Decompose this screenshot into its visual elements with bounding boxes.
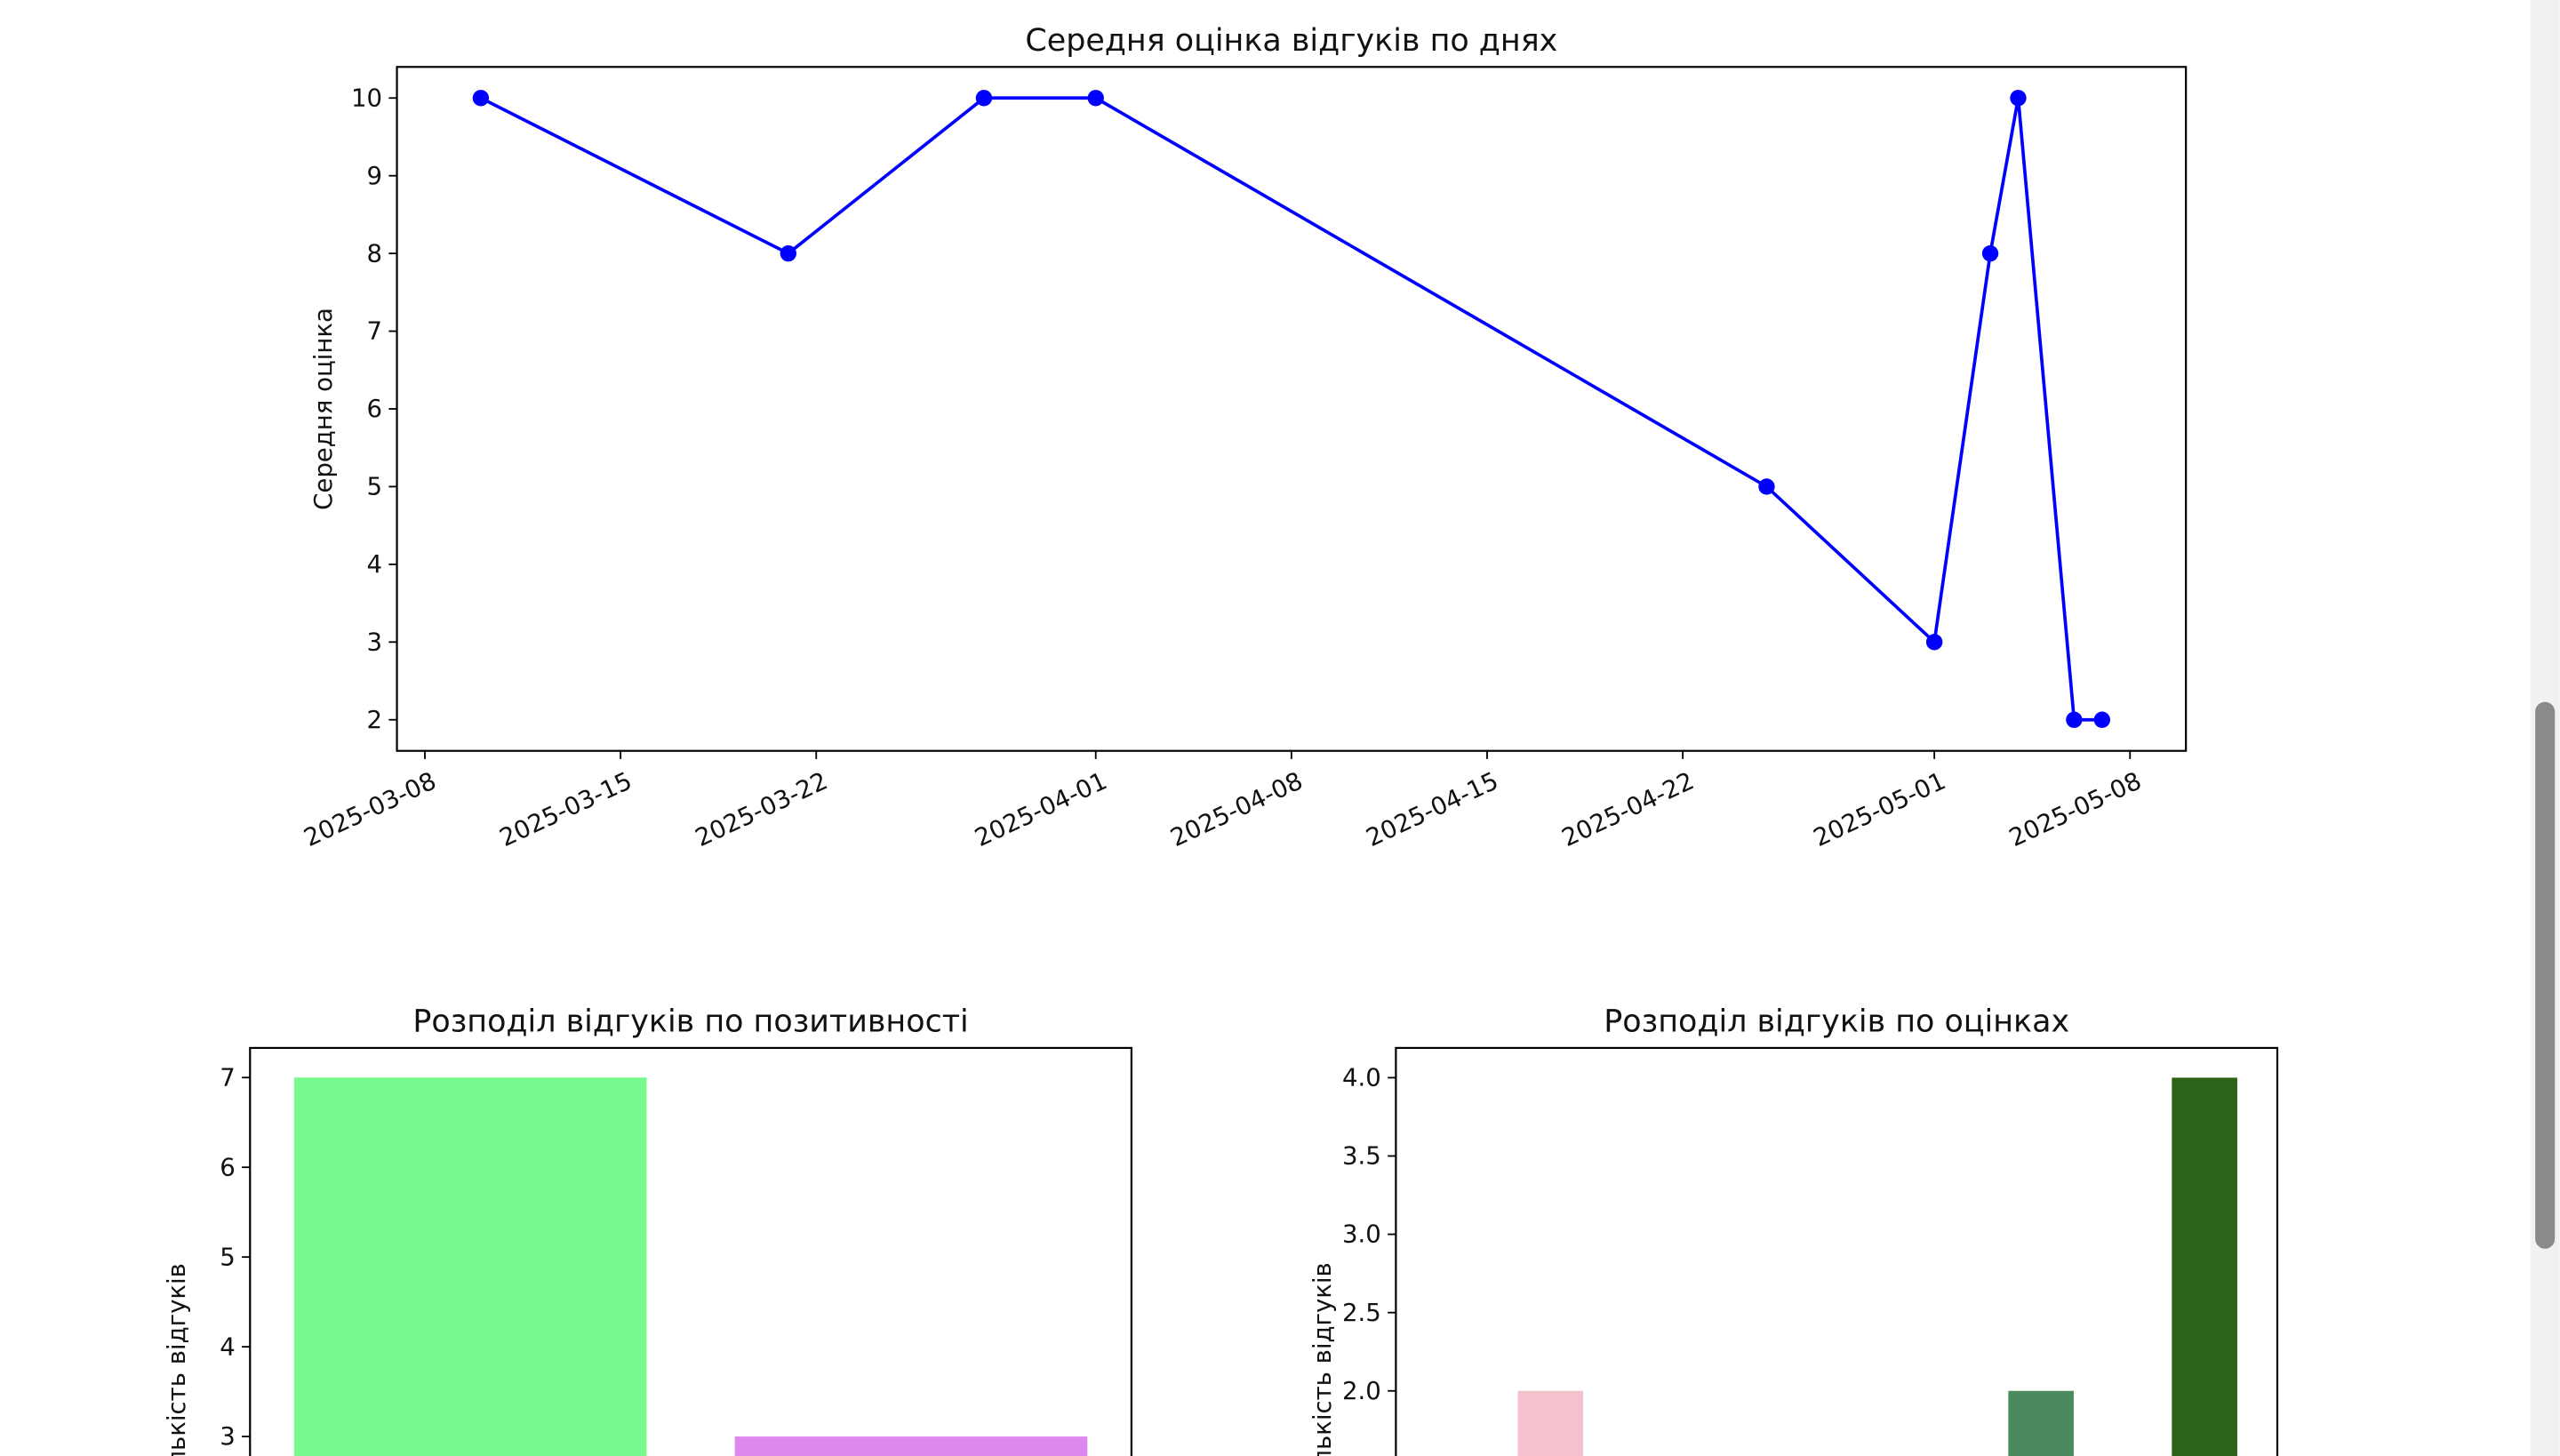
x-tick-label: 2025-03-08 [300,766,441,852]
bar [2172,1077,2237,1456]
y-tick-label: 4 [366,550,382,579]
x-tick-label: 2025-05-08 [2004,766,2146,852]
point [2066,711,2083,728]
y-tick-label: 3 [366,628,382,656]
y-tick-label: 5 [220,1243,236,1271]
point [780,244,796,262]
point [1758,478,1775,495]
point [2010,90,2027,107]
x-tick-label: 2025-04-22 [1557,766,1699,852]
plot-frame [396,66,2188,752]
point [975,90,993,107]
x-tick-label: 2025-04-15 [1362,766,1503,852]
y-axis-label: Кількість відгуків [163,1263,191,1456]
point [1925,634,1943,651]
y-tick-label: 3.0 [1342,1220,1381,1249]
y-tick-label: 7 [220,1063,236,1092]
y-tick-label: 4 [220,1332,236,1361]
chart-title: Середня оцінка відгуків по днях [1025,23,1557,59]
y-tick-label: 6 [220,1153,236,1181]
plot-frame [249,1046,1132,1456]
bar [2008,1390,2074,1456]
y-tick-label: 2.0 [1342,1377,1381,1405]
y-tick-label: 3.5 [1342,1142,1381,1171]
plot-frame [1395,1046,2279,1456]
chart-title: Розподіл відгуків по позитивності [412,1004,968,1040]
x-tick-label: 2025-03-22 [691,766,832,852]
y-axis-label: Кількість відгуків [1308,1262,1337,1456]
y-axis-label: Середня оцінка [309,308,338,510]
line [480,96,2102,722]
y-tick-label: 2.5 [1342,1299,1381,1327]
y-tick-label: 9 [366,162,382,190]
x-tick-label: 2025-04-01 [971,766,1112,852]
y-tick-label: 2 [366,706,382,734]
point [1087,90,1104,107]
chart-title: Розподіл відгуків по оцінках [1604,1004,2069,1040]
y-tick-label: 8 [366,239,382,268]
x-tick-label: 2025-03-15 [495,766,636,852]
point [472,90,490,107]
bar [293,1077,647,1456]
y-tick-label: 5 [366,473,382,501]
y-tick-label: 4.0 [1342,1064,1381,1092]
y-tick-label: 6 [366,395,382,423]
y-tick-label: 10 [351,84,382,112]
point [2093,711,2110,728]
x-tick-label: 2025-04-08 [1166,766,1308,852]
point [1981,244,1999,262]
bar [734,1436,1088,1456]
x-tick-label: 2025-05-01 [1809,766,1950,852]
bar [1517,1390,1584,1456]
y-tick-label: 7 [366,317,382,346]
scrollbar-thumb[interactable] [2535,701,2556,1249]
y-tick-label: 3 [220,1422,236,1451]
